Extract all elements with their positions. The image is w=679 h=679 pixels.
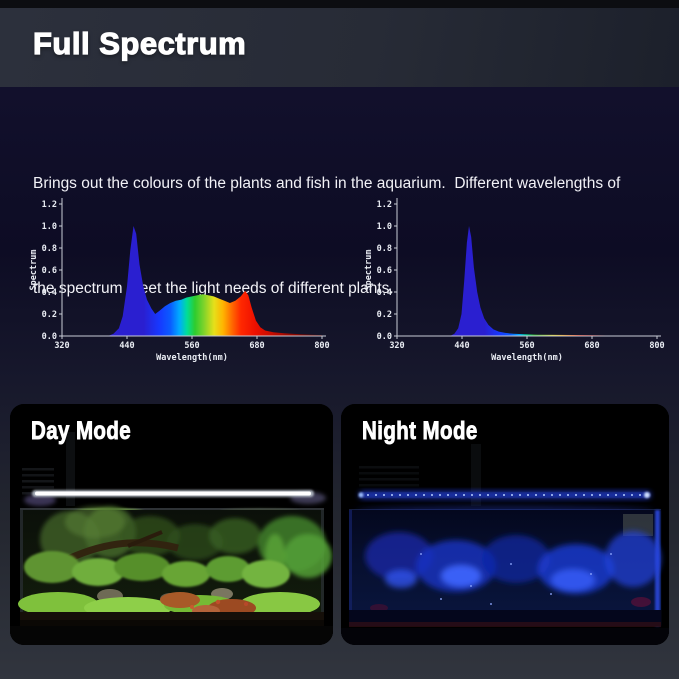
chart-text: 440 (119, 341, 134, 351)
night-mode-photo: Night Mode (341, 404, 669, 645)
chart-text: Spectrum (29, 250, 39, 291)
axes (396, 198, 661, 337)
chart-text: 0.4 (377, 288, 392, 298)
chart-text: 560 (184, 341, 199, 351)
chart-text: 320 (389, 341, 404, 351)
blue-plants (365, 531, 661, 594)
full-spectrum-chart: 0.0 0.2 0.4 0.6 0.8 1.0 1.2 320 440 560 680 800 Spec… (28, 188, 330, 373)
chart-text: 440 (454, 341, 469, 351)
chart-text: 0.2 (377, 310, 392, 320)
blue-spectrum-chart: 0.0 0.2 0.4 0.6 0.8 1.0 1.2 320 440 560 680 800 Spec… (363, 188, 665, 373)
night-led-bar (358, 491, 651, 499)
chart-text: 1.0 (42, 222, 57, 232)
midground-plants (24, 551, 290, 588)
chart-text: 680 (584, 341, 599, 351)
chart-text: 680 (249, 341, 264, 351)
day-mode-photo: Day Mode (10, 404, 333, 645)
chart-text: 560 (519, 341, 534, 351)
chart-text: 800 (649, 341, 664, 351)
full-spectrum-chart-svg: 0.0 0.2 0.4 0.6 0.8 1.0 1.2 320 440 560 680 800 Spec… (29, 198, 330, 363)
filter-box (623, 514, 653, 536)
chart-text: 0.4 (42, 288, 57, 298)
chart-text: 1.0 (377, 222, 392, 232)
page-title: Full Spectrum (32, 25, 247, 61)
day-aquarium-image (10, 404, 333, 645)
chart-text: 0.0 (42, 332, 57, 342)
chart-text: 800 (314, 341, 329, 351)
chart-text: 1.2 (377, 200, 392, 210)
blue-spectrum-chart-svg: 0.0 0.2 0.4 0.6 0.8 1.0 1.2 320 440 560 680 800 Spec… (364, 198, 665, 363)
driftwood (60, 530, 179, 566)
chart-text: 0.6 (42, 266, 57, 276)
description-line-1: Brings out the colours of the plants and… (33, 175, 621, 192)
day-mode-label: Day Mode (31, 417, 132, 446)
chart-text: Spectrum (364, 250, 374, 291)
chart-text: Wavelength(nm) (156, 353, 228, 363)
chart-text: Wavelength(nm) (491, 353, 563, 363)
chart-text: 0.8 (42, 244, 57, 254)
mode-photos: Day Mode (0, 404, 679, 645)
chart-text: 1.2 (42, 200, 57, 210)
header: Full Spectrum (0, 8, 679, 87)
tank-stand (10, 626, 333, 645)
spectrum-curve (108, 226, 322, 336)
night-mode-label: Night Mode (362, 417, 478, 446)
spectrum-charts: 0.0 0.2 0.4 0.6 0.8 1.0 1.2 320 440 560 680 800 Spec… (0, 188, 679, 378)
chart-text: 320 (54, 341, 69, 351)
tank-stand (341, 628, 669, 645)
chart-text: 0.8 (377, 244, 392, 254)
chart-text: 0.0 (377, 332, 392, 342)
sparkles (420, 553, 612, 605)
top-dark-strip (0, 0, 679, 8)
night-aquarium-image (341, 404, 669, 645)
chart-text: 0.2 (42, 310, 57, 320)
day-led-bar (24, 490, 326, 506)
window-blinds (359, 444, 481, 506)
spectrum-curve (450, 226, 657, 336)
chart-text: 0.6 (377, 266, 392, 276)
